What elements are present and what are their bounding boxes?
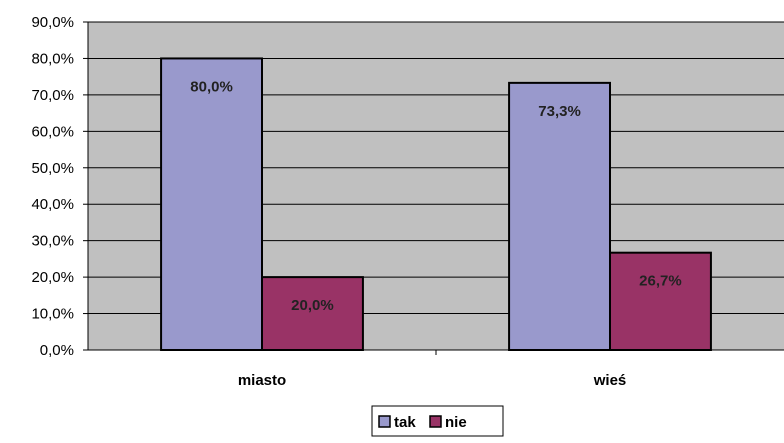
legend: tak nie (371, 405, 504, 437)
legend-label-tak: tak (394, 414, 416, 431)
bar-tak-0 (160, 57, 263, 351)
x-category-label: miasto (238, 372, 286, 389)
legend-swatch-tak (378, 415, 391, 428)
y-tick-label: 0,0% (40, 342, 74, 359)
y-tick-label: 10,0% (31, 306, 74, 323)
bars: 80,0% 20,0% 73,3% 26,7% (160, 57, 712, 352)
bar-nie-0 (261, 276, 364, 351)
y-tick-label: 30,0% (31, 233, 74, 250)
data-label: 26,7% (639, 273, 682, 290)
axes: 0,0% 10,0% 20,0% 30,0% 40,0% 50,0% 60,0% 70,0% 8… (31, 14, 784, 389)
y-tick-label: 20,0% (31, 269, 74, 286)
legend-box (371, 405, 504, 437)
legend-swatch-nie (429, 415, 442, 428)
y-tick-label: 40,0% (31, 196, 74, 213)
y-tick-label: 60,0% (31, 123, 74, 140)
x-category-label: wieś (593, 372, 627, 389)
data-label: 20,0% (291, 297, 334, 314)
data-label: 80,0% (190, 78, 233, 95)
bar-tak-1 (508, 81, 611, 352)
y-tick-label: 80,0% (31, 50, 74, 67)
bar-nie-1 (609, 251, 712, 351)
y-tick-label: 90,0% (31, 14, 74, 31)
y-tick-label: 50,0% (31, 160, 74, 177)
y-tick-label: 70,0% (31, 87, 74, 104)
data-label: 73,3% (538, 103, 581, 120)
legend-label-nie: nie (445, 414, 467, 431)
